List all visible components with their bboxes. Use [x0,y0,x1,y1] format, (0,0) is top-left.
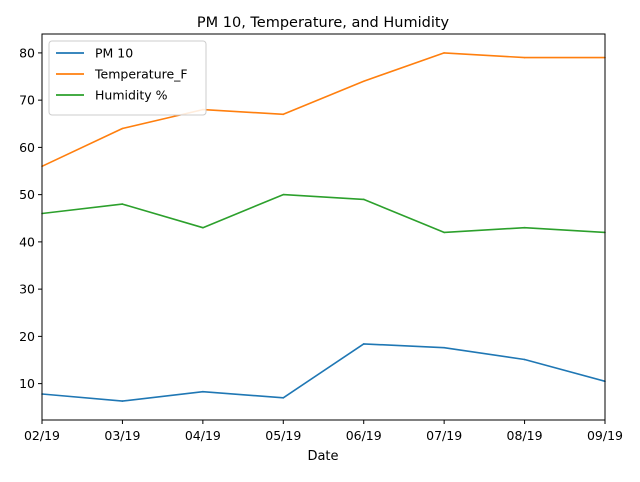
x-tick-label: 05/19 [265,428,301,443]
legend-label: Humidity % [95,88,168,103]
series-line [41,52,605,168]
x-tick-label: 03/19 [104,428,140,443]
data-point [443,346,445,349]
data-point [362,80,365,83]
data-point [362,198,365,201]
x-axis: 02/19 03/19 04/19 05/19 06/19 07/19 08/19 09/19 [24,420,623,443]
series-line [41,343,606,402]
y-tick-label: 50 [19,187,35,202]
legend-label: PM 10 [95,46,133,61]
x-tick-label: 06/19 [346,428,382,443]
legend-entry: PM 10 [56,46,133,61]
data-point [523,358,526,361]
y-tick-label: 20 [19,329,35,344]
data-point [523,226,526,229]
data-point [523,56,526,59]
x-tick-label: 07/19 [426,428,462,443]
legend: PM 10 Temperature_F Humidity % [48,40,207,116]
y-tick-label: 10 [19,376,35,391]
data-point [282,113,285,116]
legend-entry: Humidity % [56,88,168,103]
y-tick-label: 80 [19,45,35,60]
y-tick-label: 30 [19,282,35,297]
legend-box [48,40,207,116]
data-point [362,343,365,345]
data-point [121,400,124,402]
data-point [443,231,445,234]
series-line [41,193,606,234]
x-tick-label: 08/19 [507,428,543,443]
x-tick-label: 02/19 [24,428,60,443]
data-point [121,127,124,130]
data-point [443,52,445,54]
x-tick-label: 04/19 [185,428,221,443]
x-axis-label: Date [307,449,338,464]
plot-frame [41,33,606,421]
y-tick-label: 40 [19,234,35,249]
y-tick-label: 70 [19,93,35,108]
y-axis: 10 20 30 40 50 60 70 80 [19,45,42,391]
data-point [202,390,204,393]
data-point [282,193,285,196]
legend-label: Temperature_F [94,67,188,82]
chart-title: PM 10, Temperature, and Humidity [197,15,450,31]
data-point [282,396,285,399]
legend-entry: Temperature_F [56,67,188,82]
x-tick-label: 09/19 [587,428,623,443]
y-tick-label: 60 [19,140,35,155]
data-point [121,203,124,205]
data-point [202,226,204,229]
